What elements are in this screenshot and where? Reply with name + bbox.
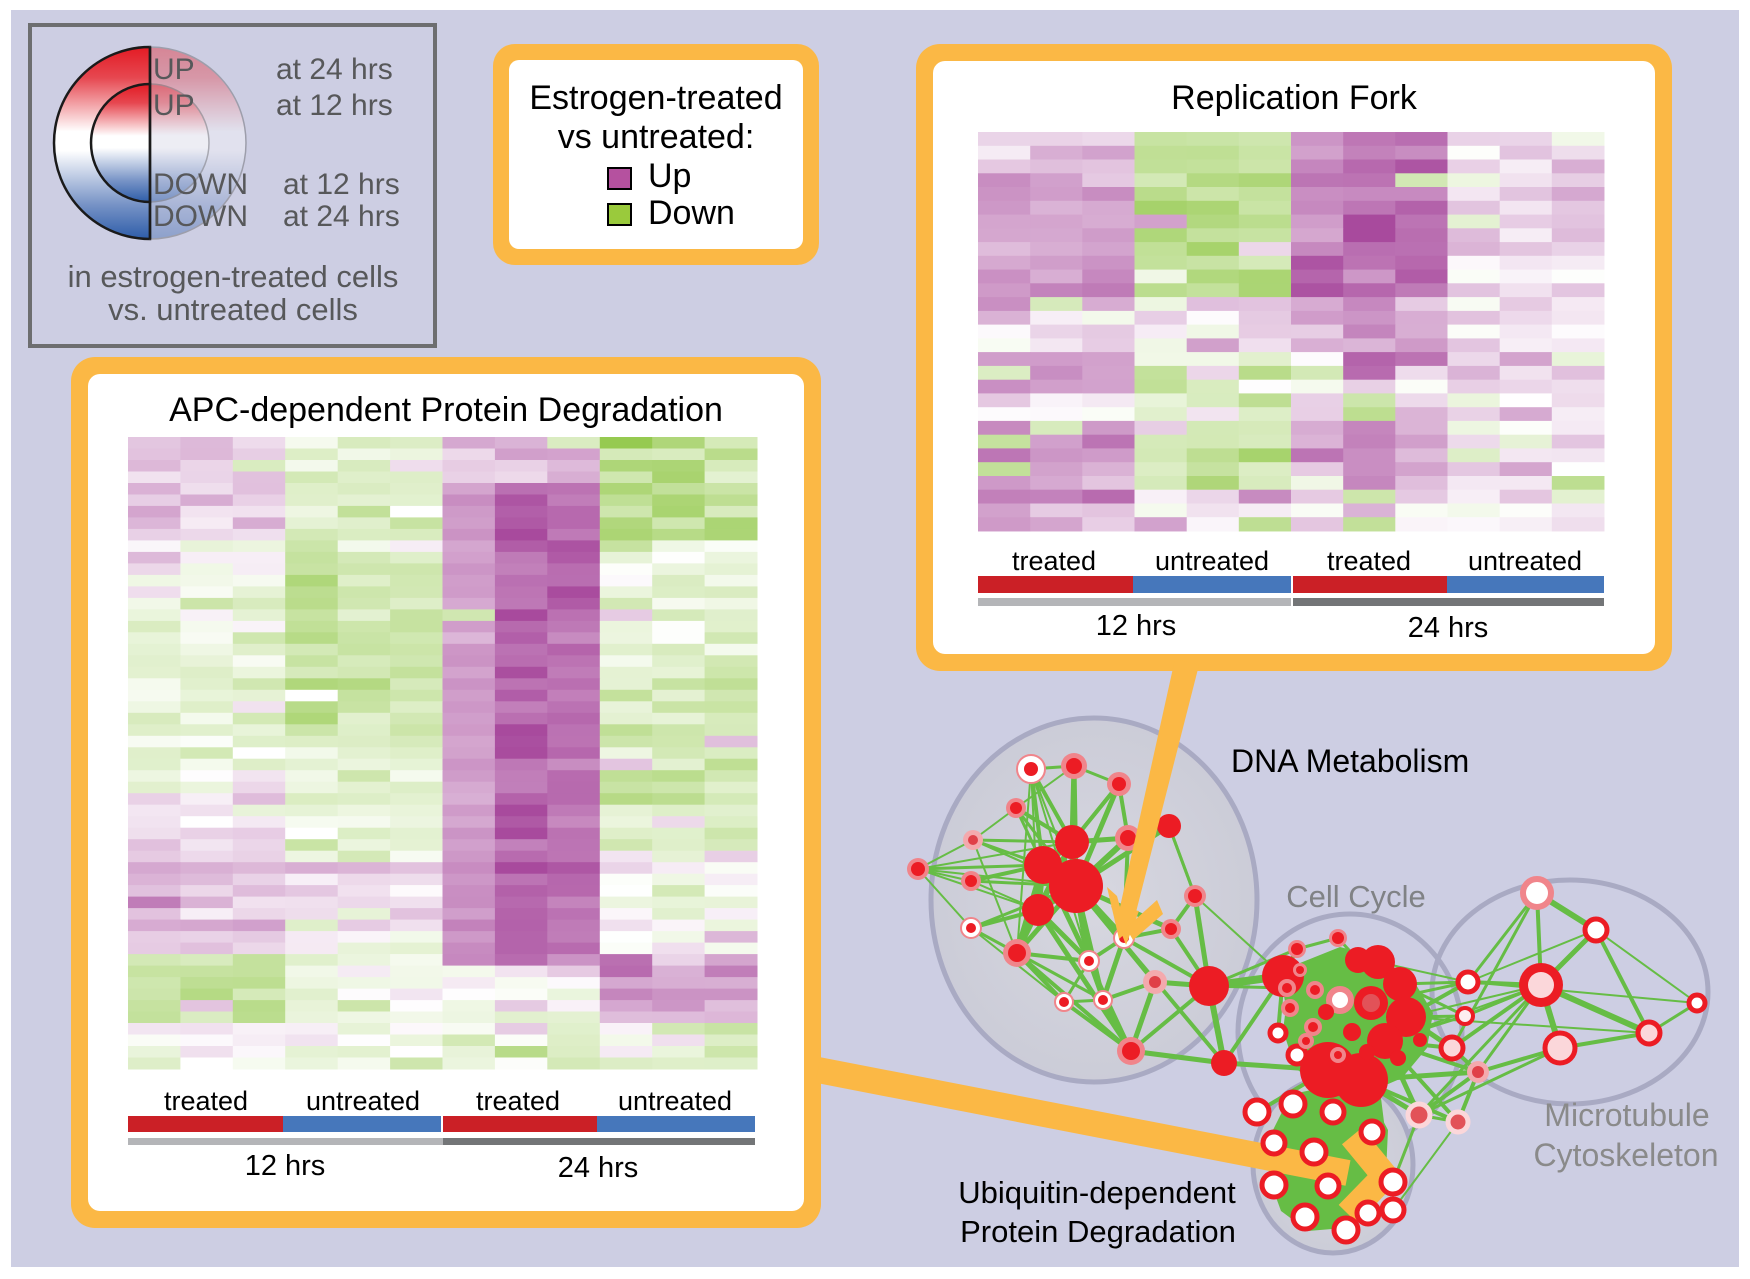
svg-text:treated: treated <box>1012 546 1096 576</box>
svg-text:24 hrs: 24 hrs <box>558 1152 639 1184</box>
svg-text:DOWN: DOWN <box>153 168 248 201</box>
svg-text:in estrogen-treated cells: in estrogen-treated cells <box>68 259 399 294</box>
svg-text:at 24 hrs: at 24 hrs <box>276 53 393 86</box>
svg-text:untreated: untreated <box>1468 546 1582 576</box>
svg-text:Protein Degradation: Protein Degradation <box>960 1214 1236 1249</box>
svg-text:DNA Metabolism: DNA Metabolism <box>1231 743 1469 779</box>
svg-text:vs untreated:: vs untreated: <box>558 118 755 156</box>
svg-text:treated: treated <box>476 1086 560 1116</box>
svg-text:at 12 hrs: at 12 hrs <box>283 168 400 201</box>
svg-text:Ubiquitin-dependent: Ubiquitin-dependent <box>958 1175 1236 1210</box>
svg-text:Estrogen-treated: Estrogen-treated <box>529 79 782 117</box>
svg-text:12 hrs: 12 hrs <box>245 1150 326 1182</box>
svg-text:untreated: untreated <box>618 1086 732 1116</box>
svg-text:DOWN: DOWN <box>153 200 248 233</box>
svg-text:APC-dependent Protein Degradat: APC-dependent Protein Degradation <box>169 391 723 429</box>
svg-text:vs. untreated cells: vs. untreated cells <box>108 292 358 327</box>
svg-text:untreated: untreated <box>1155 546 1269 576</box>
svg-text:12 hrs: 12 hrs <box>1096 610 1177 642</box>
svg-text:Microtubule: Microtubule <box>1544 1097 1709 1133</box>
svg-text:UP: UP <box>153 53 195 86</box>
svg-text:Cytoskeleton: Cytoskeleton <box>1534 1137 1719 1173</box>
svg-text:Down: Down <box>648 194 735 232</box>
svg-text:Replication Fork: Replication Fork <box>1171 79 1418 117</box>
svg-text:at 24 hrs: at 24 hrs <box>283 200 400 233</box>
svg-text:untreated: untreated <box>306 1086 420 1116</box>
svg-text:treated: treated <box>1327 546 1411 576</box>
svg-text:UP: UP <box>153 89 195 122</box>
svg-text:24 hrs: 24 hrs <box>1408 612 1489 644</box>
svg-text:at 12 hrs: at 12 hrs <box>276 89 393 122</box>
svg-text:Cell Cycle: Cell Cycle <box>1286 879 1426 914</box>
svg-text:Up: Up <box>648 157 691 195</box>
svg-text:treated: treated <box>164 1086 248 1116</box>
